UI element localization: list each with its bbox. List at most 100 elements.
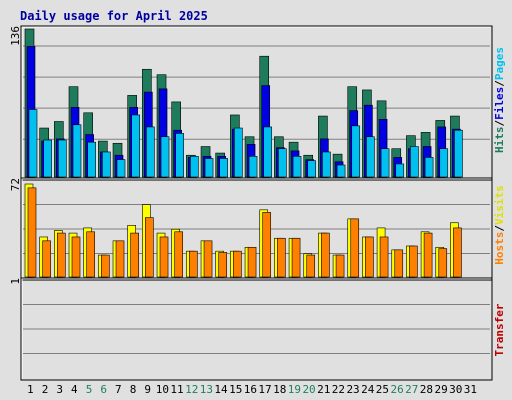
x-tick-label: 6 bbox=[100, 383, 107, 396]
bar-hosts-day-30 bbox=[453, 227, 462, 278]
bar-pages-day-17 bbox=[263, 126, 273, 178]
x-tick-label: 4 bbox=[71, 383, 78, 396]
x-tick-label: 10 bbox=[156, 383, 169, 396]
bar-pages-day-6 bbox=[102, 151, 111, 178]
side-label-part: Files bbox=[493, 87, 506, 120]
panel-frame bbox=[20, 277, 493, 381]
bar-hosts-day-11 bbox=[174, 231, 183, 278]
bar-pages-day-16 bbox=[248, 156, 258, 178]
x-tick-label: 23 bbox=[346, 383, 359, 396]
bar-hosts-day-5 bbox=[86, 231, 95, 278]
bar-pages-day-28 bbox=[424, 157, 434, 178]
side-label-part: Visits bbox=[493, 185, 506, 225]
panel-transfer: 1 Transfer bbox=[9, 277, 506, 381]
bar-hosts-day-16 bbox=[247, 246, 257, 278]
bar-hosts-day-29 bbox=[438, 248, 448, 278]
bar-hosts-day-19 bbox=[291, 237, 301, 278]
x-tick-label: 25 bbox=[376, 383, 389, 396]
x-tick-label: 17 bbox=[258, 383, 271, 396]
chart-panels: 136Hits/Files/Pages72Hosts/Visits1Transf… bbox=[9, 25, 506, 381]
bar-hosts-day-14 bbox=[218, 252, 228, 278]
x-tick-label: 30 bbox=[449, 383, 462, 396]
bar-hosts-day-12 bbox=[189, 250, 198, 278]
bar-pages-day-2 bbox=[43, 139, 52, 178]
x-tick-label: 26 bbox=[390, 383, 403, 396]
bar-pages-day-11 bbox=[175, 133, 184, 178]
bar-pages-day-12 bbox=[190, 156, 199, 178]
x-tick-label: 9 bbox=[144, 383, 151, 396]
x-tick-label: 7 bbox=[115, 383, 122, 396]
bar-pages-day-5 bbox=[87, 141, 96, 178]
bar-hosts-day-18 bbox=[277, 237, 286, 278]
bar-pages-day-7 bbox=[116, 159, 126, 178]
bar-hosts-day-4 bbox=[71, 236, 81, 278]
x-tick-label: 16 bbox=[244, 383, 257, 396]
bar-pages-day-19 bbox=[292, 156, 302, 178]
bar-pages-day-22 bbox=[336, 164, 346, 178]
chart-title: Daily usage for April 2025 bbox=[20, 9, 208, 23]
bar-hosts-day-28 bbox=[423, 232, 433, 278]
bar-hosts-day-3 bbox=[57, 232, 66, 278]
bar-hosts-day-8 bbox=[130, 232, 139, 278]
side-label-part: Hosts bbox=[493, 232, 506, 265]
side-label-part: Transfer bbox=[493, 303, 506, 356]
x-tick-labels: 1 2 3 4 5 6 7 8 9 10 11 12 13 14 15 16 17 18 19 20 21 22 23 24 2… bbox=[27, 383, 477, 396]
bar-pages-day-9 bbox=[146, 126, 155, 178]
bar-hosts-day-24 bbox=[365, 236, 374, 278]
x-tick-label: 12 bbox=[185, 383, 198, 396]
side-label-part: / bbox=[493, 80, 506, 87]
bar-hosts-day-27 bbox=[409, 245, 418, 278]
side-label-part: / bbox=[493, 225, 506, 232]
bar-pages-day-27 bbox=[410, 146, 419, 178]
bar-pages-day-1 bbox=[28, 109, 38, 178]
y-max-label: 1 bbox=[9, 278, 22, 285]
bar-pages-day-29 bbox=[439, 148, 449, 178]
side-label-part: Pages bbox=[493, 47, 506, 80]
y-max-label: 136 bbox=[9, 26, 22, 46]
bar-hosts-day-23 bbox=[350, 218, 360, 278]
bar-hosts-day-9 bbox=[145, 217, 154, 278]
x-tick-label: 1 bbox=[27, 383, 34, 396]
x-tick-label: 5 bbox=[86, 383, 93, 396]
x-tick-label: 8 bbox=[130, 383, 137, 396]
bar-pages-day-25 bbox=[380, 148, 390, 178]
panel-frame bbox=[20, 177, 493, 281]
bar-hosts-day-21 bbox=[321, 232, 330, 278]
bar-hosts-day-2 bbox=[42, 240, 51, 278]
bar-hosts-day-25 bbox=[379, 236, 389, 278]
bar-hosts-day-26 bbox=[394, 249, 404, 278]
y-max-label: 72 bbox=[9, 178, 22, 191]
panel-frame bbox=[20, 25, 493, 181]
bar-hosts-day-15 bbox=[233, 250, 242, 278]
bar-hosts-day-13 bbox=[203, 240, 213, 278]
x-tick-label: 21 bbox=[317, 383, 330, 396]
x-tick-label: 24 bbox=[361, 383, 375, 396]
x-tick-label: 20 bbox=[302, 383, 315, 396]
side-label: Hits/Files/Pages bbox=[493, 47, 506, 153]
x-tick-label: 28 bbox=[420, 383, 433, 396]
bar-hosts-day-10 bbox=[159, 236, 169, 278]
x-tick-label: 29 bbox=[434, 383, 447, 396]
side-label-part: / bbox=[493, 120, 506, 127]
x-tick-label: 22 bbox=[332, 383, 345, 396]
bar-hosts-day-22 bbox=[335, 254, 345, 278]
bar-pages-day-26 bbox=[395, 163, 405, 178]
bar-pages-day-14 bbox=[219, 158, 229, 178]
bar-pages-day-15 bbox=[234, 127, 243, 178]
x-tick-label: 14 bbox=[214, 383, 228, 396]
bar-hosts-day-1 bbox=[27, 187, 37, 278]
panel-hosts_visits: 72 Hosts/Visits bbox=[9, 177, 506, 281]
bar-pages-day-8 bbox=[131, 114, 140, 178]
bar-pages-day-10 bbox=[160, 136, 170, 178]
x-tick-label: 19 bbox=[288, 383, 301, 396]
bar-pages-day-23 bbox=[351, 125, 361, 178]
x-tick-label: 13 bbox=[200, 383, 213, 396]
bar-pages-day-18 bbox=[278, 148, 287, 178]
x-tick-label: 2 bbox=[42, 383, 49, 396]
x-tick-label: 11 bbox=[170, 383, 183, 396]
bar-hosts-day-7 bbox=[115, 240, 125, 278]
side-label: Transfer bbox=[493, 303, 506, 356]
side-label-part: Hits bbox=[493, 127, 506, 154]
